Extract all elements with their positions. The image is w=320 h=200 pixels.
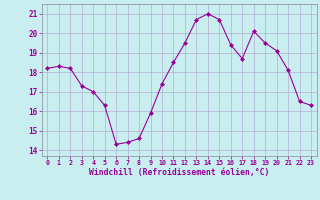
X-axis label: Windchill (Refroidissement éolien,°C): Windchill (Refroidissement éolien,°C) — [89, 168, 269, 177]
